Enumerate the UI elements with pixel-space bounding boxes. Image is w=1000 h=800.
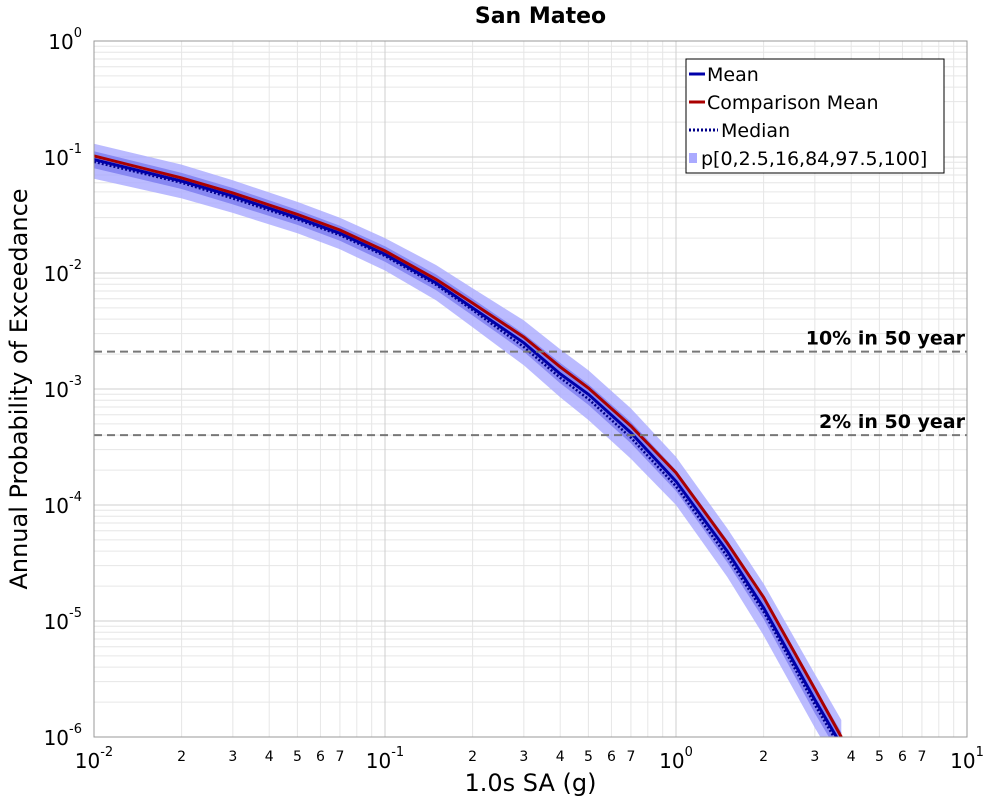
y-tick-label: 10-6 (44, 722, 82, 750)
y-axis-title: Annual Probability of Exceedance (5, 188, 33, 589)
x-minor-tick-label: 4 (556, 749, 565, 765)
mean-line (94, 158, 839, 737)
plot-series (94, 143, 843, 737)
reference-line-label-2: 2% in 50 year (819, 411, 966, 433)
x-minor-tick-label: 3 (519, 749, 528, 765)
x-minor-tick-label: 5 (875, 749, 884, 765)
legend-label: p[0,2.5,16,84,97.5,100] (701, 148, 927, 170)
x-minor-tick-label: 7 (917, 749, 926, 765)
x-minor-tick-label: 3 (810, 749, 819, 765)
comparison-mean-line (94, 154, 843, 737)
legend-box (685, 58, 945, 174)
y-tick-label: 100 (48, 26, 82, 54)
y-tick-label: 10-2 (44, 258, 82, 286)
y-tick-label: 10-3 (44, 374, 82, 402)
x-minor-tick-label: 2 (177, 749, 186, 765)
x-minor-tick-label: 5 (584, 749, 593, 765)
x-axis-title: 1.0s SA (g) (465, 769, 597, 797)
x-minor-tick-label: 4 (847, 749, 856, 765)
legend-swatch-band (689, 153, 697, 163)
median-line (94, 160, 836, 737)
y-tick-label: 10-1 (44, 142, 82, 170)
x-minor-tick-label: 5 (293, 749, 302, 765)
x-minor-tick-label: 6 (898, 749, 907, 765)
reference-line-label-1: 10% in 50 year (806, 328, 966, 350)
y-tick-label: 10-5 (44, 606, 82, 634)
y-tick-label: 10-4 (44, 490, 82, 518)
x-tick-label: 10-1 (366, 745, 404, 773)
x-tick-label: 10-2 (75, 745, 113, 773)
chart-title: San Mateo (475, 4, 606, 29)
x-tick-label: 101 (950, 745, 984, 773)
legend-label: Median (721, 120, 790, 142)
x-tick-label: 100 (659, 745, 693, 773)
x-minor-tick-label: 6 (316, 749, 325, 765)
legend-label: Comparison Mean (707, 92, 879, 114)
x-minor-tick-label: 3 (228, 749, 237, 765)
x-minor-tick-label: 7 (335, 749, 344, 765)
legend: Mean Comparison Mean Median p[0,2.5,16,84,9… (685, 58, 945, 174)
x-minor-tick-label: 2 (468, 749, 477, 765)
grid (93, 40, 968, 738)
x-minor-tick-label: 7 (626, 749, 635, 765)
x-minor-tick-label: 6 (607, 749, 616, 765)
legend-label: Mean (707, 64, 759, 86)
plot-frame (93, 40, 968, 738)
x-minor-tick-label: 4 (265, 749, 274, 765)
x-minor-tick-label: 2 (759, 749, 768, 765)
